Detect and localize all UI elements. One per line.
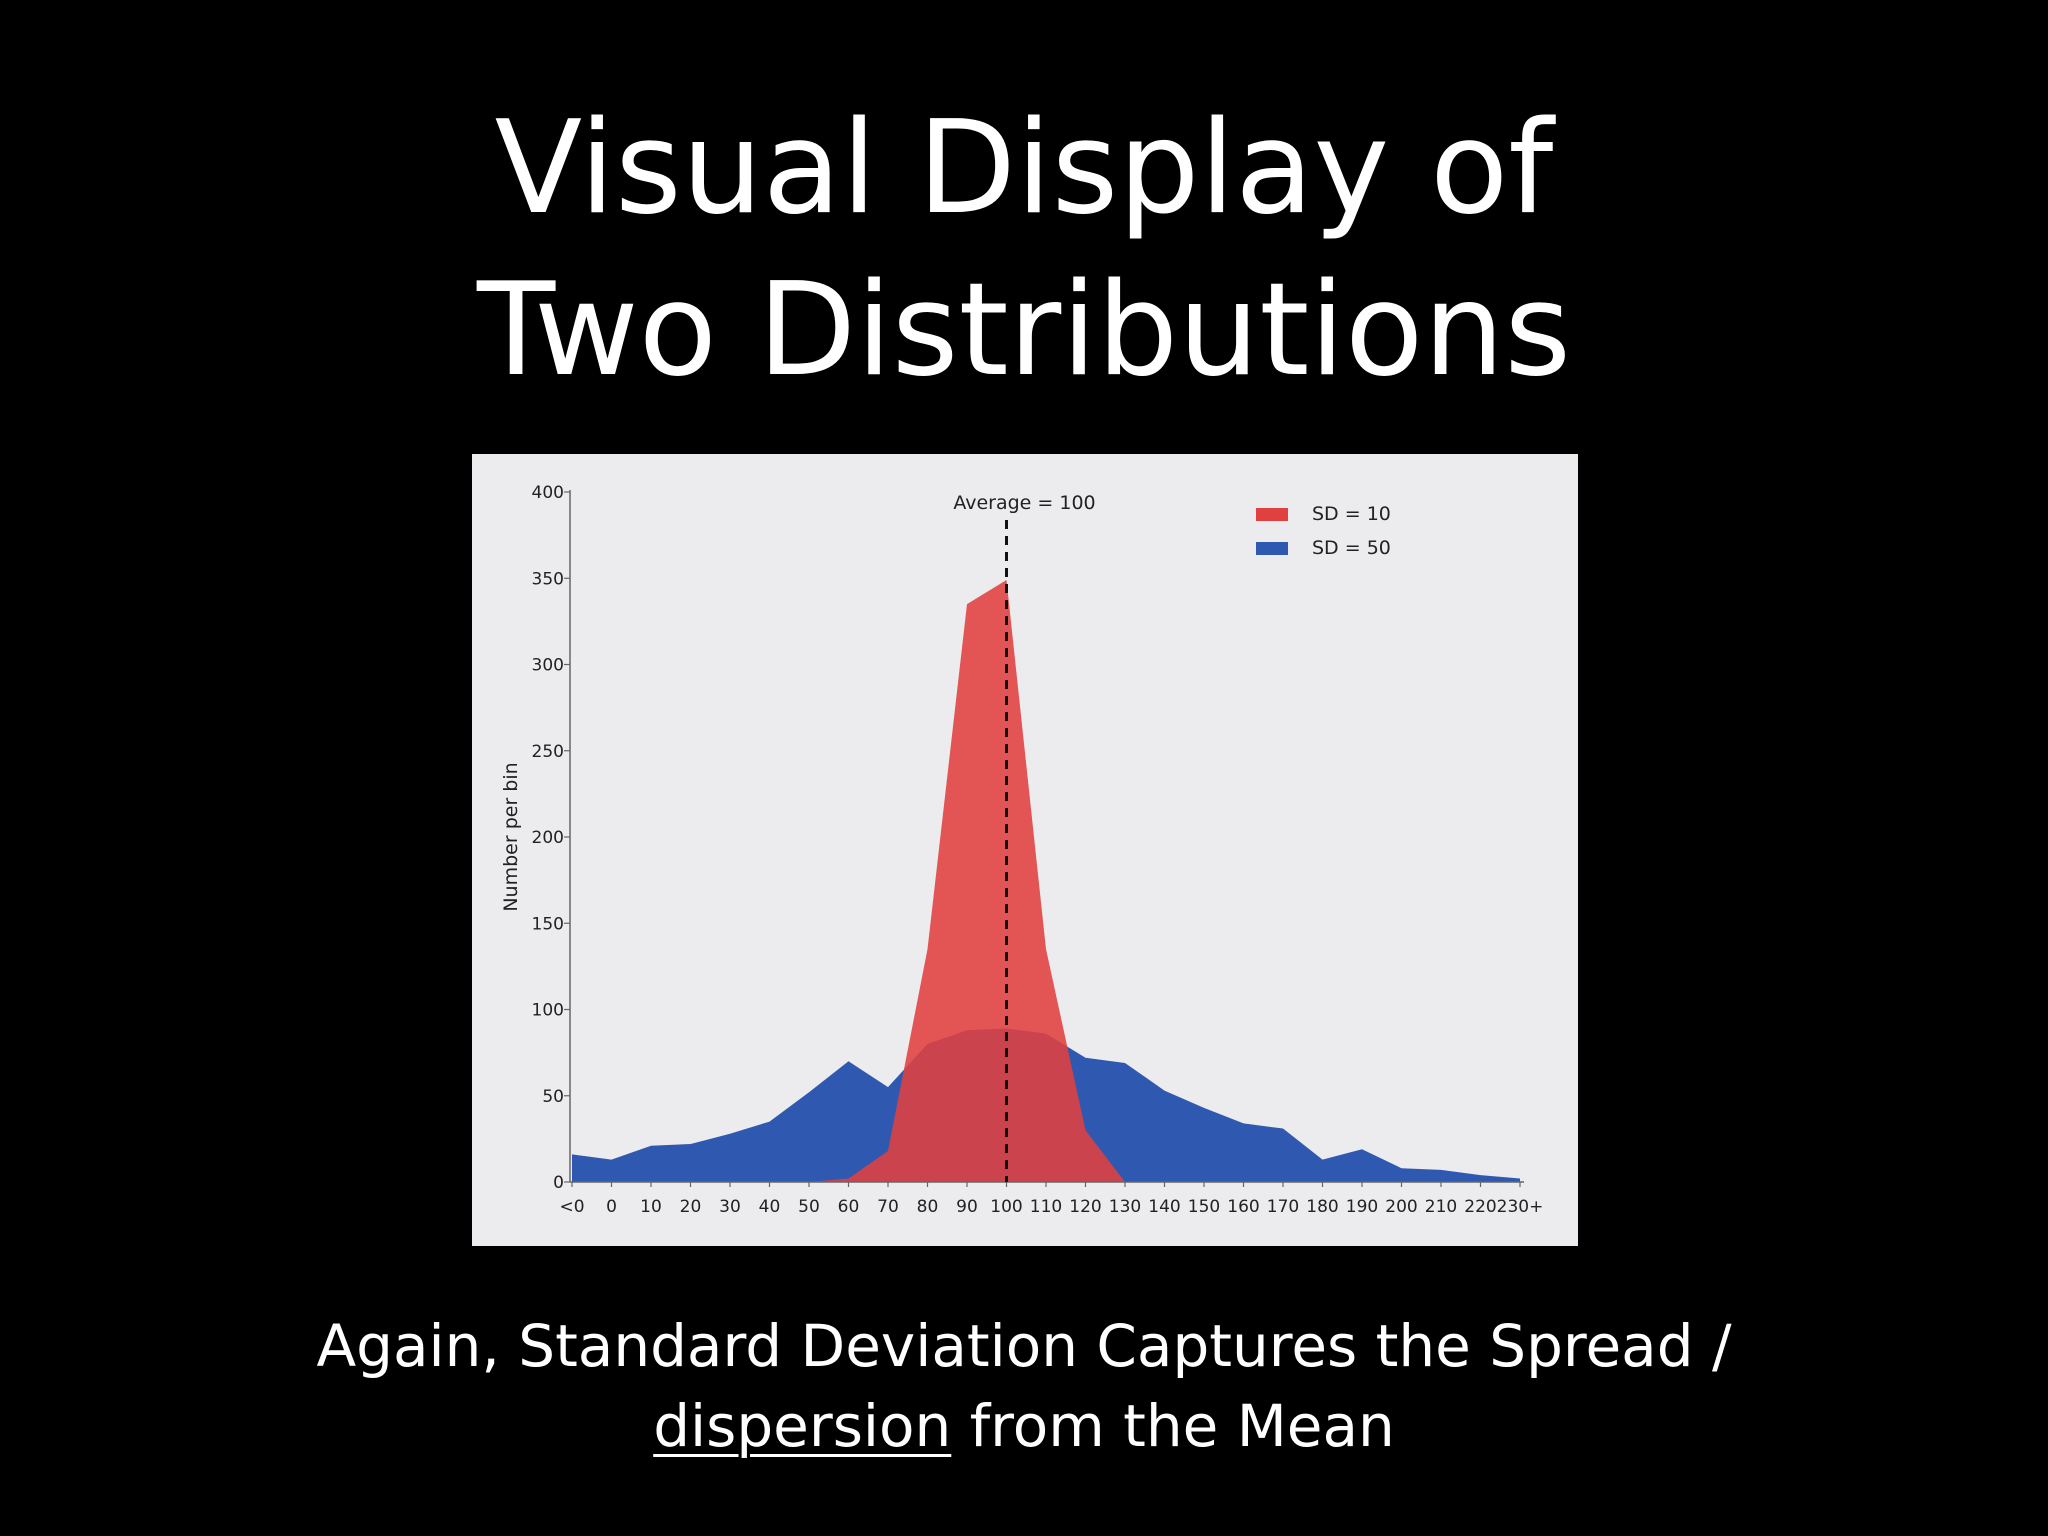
x-tick-label-1: 0 bbox=[606, 1197, 617, 1217]
legend-swatch-1 bbox=[1256, 542, 1288, 555]
x-tick-label-16: 150 bbox=[1188, 1197, 1220, 1217]
slide-title: Visual Display of Two Distributions bbox=[0, 88, 2048, 412]
x-tick-label-18: 170 bbox=[1267, 1197, 1299, 1217]
y-tick-label-350: 350 bbox=[532, 569, 564, 589]
x-tick-label-7: 60 bbox=[838, 1197, 860, 1217]
y-tick-label-250: 250 bbox=[532, 742, 564, 762]
x-tick-label-11: 100 bbox=[990, 1197, 1022, 1217]
x-tick-label-24: 230+ bbox=[1497, 1197, 1544, 1217]
x-tick-label-19: 180 bbox=[1306, 1197, 1338, 1217]
subtitle-line-1: Again, Standard Deviation Captures the S… bbox=[316, 1312, 1732, 1380]
x-tick-label-15: 140 bbox=[1148, 1197, 1180, 1217]
x-tick-label-20: 190 bbox=[1346, 1197, 1378, 1217]
x-tick-label-0: <0 bbox=[559, 1197, 584, 1217]
x-tick-label-21: 200 bbox=[1385, 1197, 1417, 1217]
series-area-sd-10 bbox=[572, 579, 1520, 1182]
x-tick-label-8: 70 bbox=[877, 1197, 899, 1217]
y-tick-label-400: 400 bbox=[532, 483, 564, 503]
x-tick-label-4: 30 bbox=[719, 1197, 741, 1217]
x-tick-label-23: 220 bbox=[1464, 1197, 1496, 1217]
y-tick-label-200: 200 bbox=[532, 828, 564, 848]
x-tick-label-13: 120 bbox=[1069, 1197, 1101, 1217]
legend-swatch-0 bbox=[1256, 508, 1288, 521]
x-tick-label-17: 160 bbox=[1227, 1197, 1259, 1217]
y-tick-label-100: 100 bbox=[532, 1001, 564, 1021]
slide-title-line-1: Visual Display of bbox=[494, 94, 1554, 243]
legend-label-1: SD = 50 bbox=[1312, 537, 1391, 559]
slide-subtitle: Again, Standard Deviation Captures the S… bbox=[0, 1306, 2048, 1466]
y-tick-label-0: 0 bbox=[553, 1173, 564, 1193]
y-tick-label-300: 300 bbox=[532, 656, 564, 676]
x-tick-label-5: 40 bbox=[759, 1197, 781, 1217]
x-tick-label-10: 90 bbox=[956, 1197, 978, 1217]
x-tick-label-14: 130 bbox=[1109, 1197, 1141, 1217]
subtitle-line-2: dispersion from the Mean bbox=[0, 1386, 2048, 1466]
distribution-chart-svg: 0 50 100 150 200 250 300 350 400 <0 0 10 20 30 40 50 60 7… bbox=[500, 483, 1544, 1217]
slide-title-line-2: Two Distributions bbox=[476, 256, 1572, 405]
subtitle-underlined-word: dispersion bbox=[653, 1392, 952, 1460]
x-tick-label-12: 110 bbox=[1030, 1197, 1062, 1217]
distribution-chart: 0 50 100 150 200 250 300 350 400 <0 0 10 20 30 40 50 60 7… bbox=[472, 454, 1578, 1246]
subtitle-line-2-rest: from the Mean bbox=[951, 1392, 1395, 1460]
y-tick-label-150: 150 bbox=[532, 914, 564, 934]
x-tick-label-22: 210 bbox=[1425, 1197, 1457, 1217]
y-tick-label-50: 50 bbox=[542, 1087, 564, 1107]
x-tick-label-6: 50 bbox=[798, 1197, 820, 1217]
x-tick-label-2: 10 bbox=[640, 1197, 662, 1217]
average-annotation: Average = 100 bbox=[953, 492, 1095, 514]
y-axis-label: Number per bin bbox=[500, 762, 522, 911]
legend-label-0: SD = 10 bbox=[1312, 503, 1391, 525]
x-tick-label-9: 80 bbox=[917, 1197, 939, 1217]
x-tick-label-3: 20 bbox=[680, 1197, 702, 1217]
